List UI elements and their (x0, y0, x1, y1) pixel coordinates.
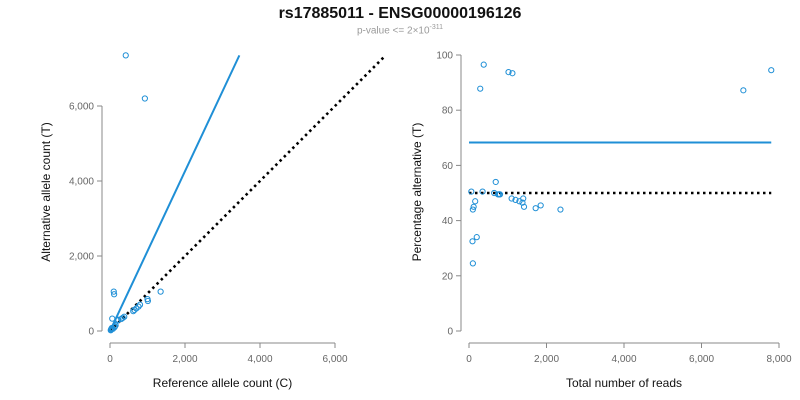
panel2-x-tick-label: 4,000 (611, 354, 636, 365)
panel1-data-point (110, 288, 117, 295)
panel1-y-axis-label: Alternative allele count (T) (39, 122, 53, 261)
panel1-data-point (136, 301, 144, 308)
panel2-x-axis-label: Total number of reads (566, 376, 682, 390)
panel1-data-point (109, 315, 116, 322)
panel2-data-point (469, 206, 476, 213)
panel2-data-point (496, 191, 504, 198)
panel2-data-point (472, 198, 479, 205)
panel1-fit-line (109, 54, 241, 332)
chart-subtitle: p-value <= 2×10-311 (356, 24, 444, 37)
panel2-x-tick-label: 0 (466, 354, 472, 365)
panel2-x-tick-label: 2,000 (534, 354, 559, 365)
panel1-x-tick-label: 0 (107, 354, 113, 365)
panel2-data-point (473, 234, 480, 241)
chart-title: rs17885011 - ENSG00000196126 (278, 5, 522, 22)
panel2-data-point (505, 69, 512, 76)
panel2-data-point (537, 202, 544, 209)
panel1-data-point (131, 306, 138, 314)
panel1-y-tick-label: 2,000 (69, 252, 94, 263)
panel1-data-point (130, 308, 137, 315)
panel1-data-point (144, 297, 151, 305)
panel1-data-point (115, 316, 122, 323)
panel2-y-tick-label: 0 (447, 327, 453, 338)
panel2-y-tick-label: 60 (442, 161, 454, 172)
panel2-data-point (516, 198, 523, 205)
panel1-reference-line (109, 56, 385, 332)
panel2-x-tick-label: 8,000 (766, 354, 791, 365)
panel1-y-tick-label: 6,000 (69, 102, 94, 113)
panel2-data-point (768, 67, 775, 74)
panel2-y-tick-label: 20 (442, 271, 454, 282)
panel2-data-point (532, 205, 539, 212)
panel2-data-point (519, 199, 526, 206)
panel2-y-axis-label: Percentage alternative (T) (410, 123, 424, 262)
panel1-data-point (109, 325, 117, 332)
panel1-data-point (111, 291, 118, 298)
panel2-data-point (477, 85, 484, 92)
panel1-data-point (141, 95, 148, 102)
panel1-data-point (108, 324, 115, 332)
panel1-x-tick-label: 2,000 (172, 354, 197, 365)
panel1-data-point (157, 288, 164, 295)
panel2-data-point (492, 178, 499, 186)
panel2-data-point (520, 203, 528, 210)
panel2-data-point (509, 70, 516, 77)
panel2-y-tick-label: 80 (442, 106, 454, 117)
panel2-data-point (512, 196, 519, 203)
panel1-data-point (118, 315, 125, 323)
panel2-data-point (469, 238, 476, 245)
panel2-y-tick-label: 100 (436, 51, 453, 62)
panel2-data-point (557, 206, 564, 213)
panel1-x-tick-label: 4,000 (247, 354, 272, 365)
panel1-y-tick-label: 4,000 (69, 177, 94, 188)
panel2-data-point (468, 188, 475, 195)
panel1-x-tick-label: 6,000 (322, 354, 347, 365)
panel2-data-point (480, 61, 487, 68)
panel2-data-point (479, 188, 486, 195)
panel2-y-tick-label: 40 (442, 216, 454, 227)
panel1-data-point (122, 52, 129, 59)
panel2-data-point (469, 260, 476, 267)
panel2-x-tick-label: 6,000 (689, 354, 714, 365)
panel2-data-point (470, 203, 477, 210)
panel1-x-axis-label: Reference allele count (C) (153, 376, 292, 390)
panel1-y-tick-label: 0 (88, 327, 94, 338)
panel2-data-point (508, 195, 515, 202)
panel2-data-point (740, 87, 747, 94)
